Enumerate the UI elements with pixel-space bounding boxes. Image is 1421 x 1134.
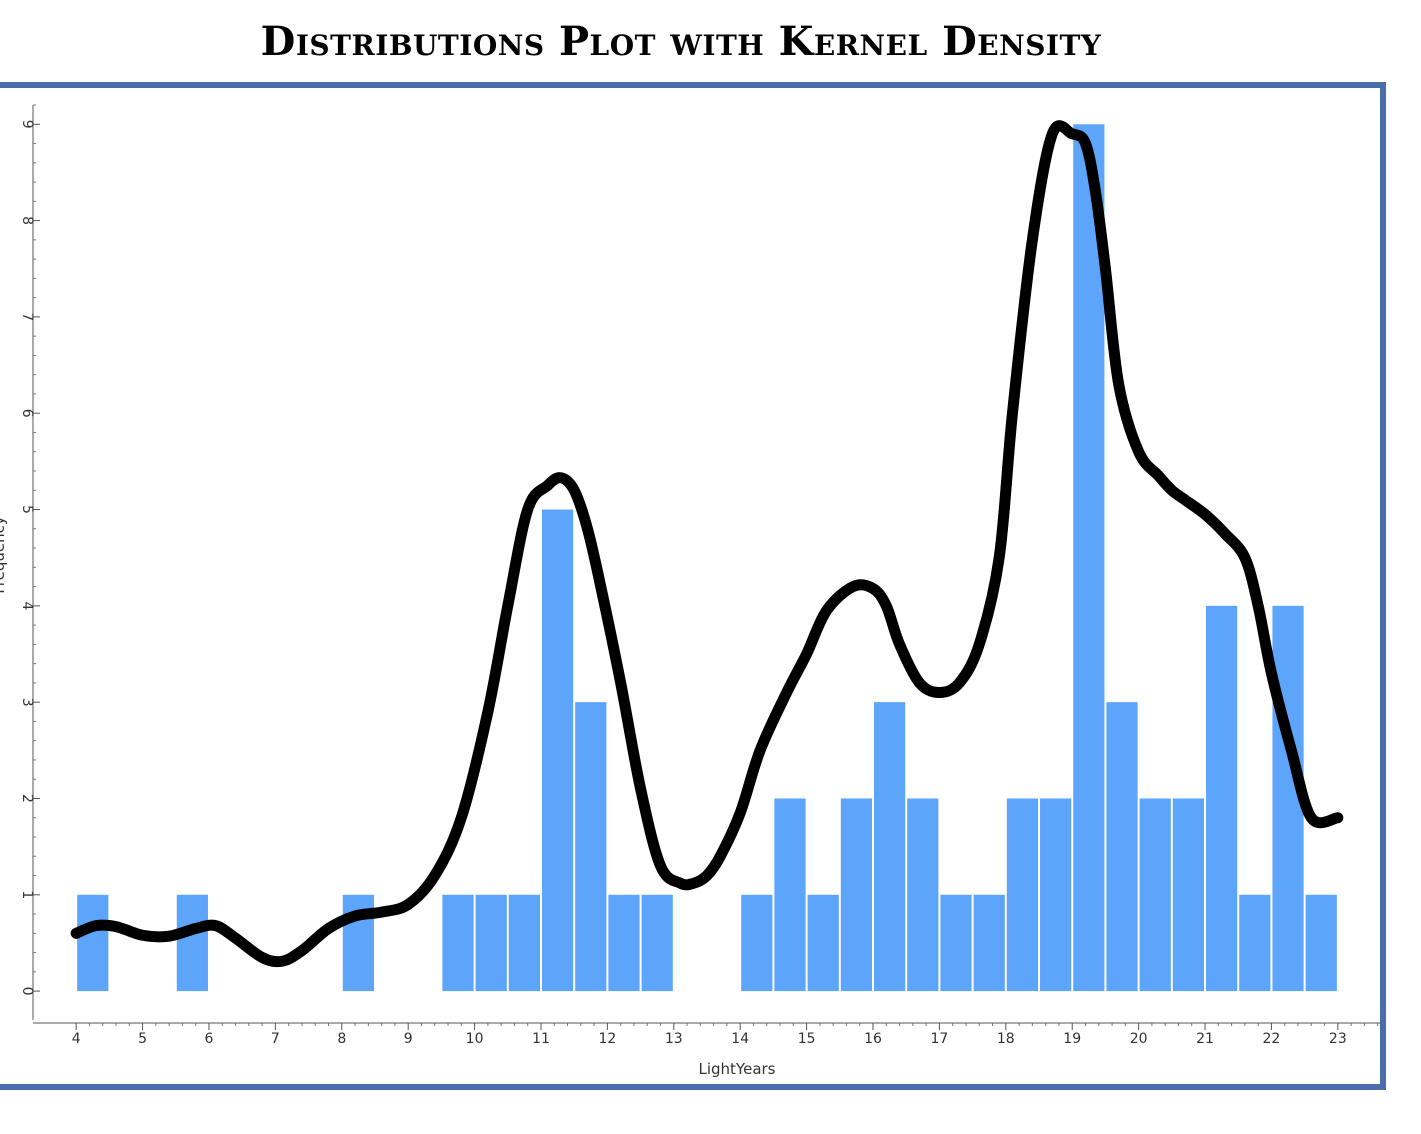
x-tick-label: 12 [598,1031,616,1047]
kernel-density-curve [70,120,1344,968]
chart-title: Distributions Plot with Kernel Density [260,18,1102,65]
y-tick-label: 7 [19,312,35,321]
y-tick-label: 3 [19,698,35,707]
histogram-bar [641,894,673,992]
x-tick-label: 11 [532,1031,550,1047]
histogram-bar [1006,798,1039,992]
y-axis-label: Frequency [0,516,8,594]
x-tick-label: 15 [798,1031,816,1047]
x-tick-label: 7 [271,1031,280,1047]
x-tick-label: 9 [404,1031,413,1047]
x-tick-label: 5 [138,1031,147,1047]
histogram-bar [1139,798,1171,992]
histogram-bar [840,798,873,992]
x-axis: 4 5 6 7 8 9 10 11 12 13 14 15 16 17 18 19 20 21 22 23 [33,1022,1381,1047]
histogram-bar [442,894,474,992]
x-tick-label: 21 [1196,1031,1214,1047]
y-tick-label: 2 [19,794,35,803]
x-tick-label: 6 [205,1031,214,1047]
histogram-bar [1206,605,1238,992]
histogram-bar [973,894,1005,992]
y-tick-label: 5 [19,505,35,514]
x-tick-label: 18 [997,1031,1015,1047]
x-tick-label: 10 [466,1031,484,1047]
x-axis-label: LightYears [698,1060,775,1078]
histogram-bar [940,894,972,992]
histogram-bar [541,509,574,992]
histogram-bar [741,894,773,992]
kernel-density-curve-group [70,120,1344,968]
histogram-bars [77,124,1337,992]
x-tick-label: 23 [1329,1031,1347,1047]
y-axis: 0 1 2 3 4 5 6 7 8 9 [19,104,40,1020]
y-tick-label: 9 [19,120,35,129]
histogram-bar [575,702,607,992]
histogram-bar [1073,124,1105,992]
x-tick-label: 14 [731,1031,749,1047]
y-tick-label: 6 [19,409,35,418]
x-tick-label: 17 [930,1031,948,1047]
histogram-bar [807,894,839,992]
histogram-bar [475,894,507,992]
histogram-bar [508,894,540,992]
histogram-bar [77,894,109,992]
y-tick-label: 8 [19,216,35,225]
histogram-bar [1040,798,1072,992]
histogram-bar [874,702,906,992]
x-tick-label: 13 [665,1031,683,1047]
y-tick-label: 0 [19,987,35,996]
x-tick-label: 20 [1130,1031,1148,1047]
histogram-bar [774,798,806,992]
x-tick-label: 19 [1063,1031,1081,1047]
histogram-bar [176,894,208,992]
histogram-bar [1305,894,1337,992]
histogram-bar [1239,894,1271,992]
y-tick-label: 4 [19,601,35,610]
x-tick-label: 4 [72,1031,81,1047]
histogram-bar [608,894,640,992]
x-tick-label: 8 [337,1031,346,1047]
x-tick-label: 22 [1263,1031,1281,1047]
x-tick-label: 16 [864,1031,882,1047]
histogram-bar [907,798,939,992]
histogram-bar [1106,702,1138,992]
y-tick-label: 1 [19,890,35,899]
histogram-bar [1172,798,1205,992]
